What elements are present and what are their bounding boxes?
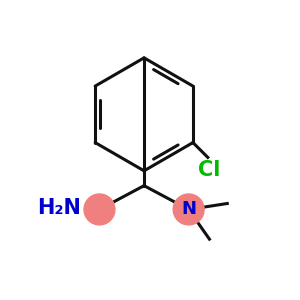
- Circle shape: [173, 194, 204, 225]
- Text: H₂N: H₂N: [37, 198, 81, 218]
- Circle shape: [84, 194, 115, 225]
- Text: Cl: Cl: [198, 160, 220, 180]
- Text: N: N: [181, 200, 196, 218]
